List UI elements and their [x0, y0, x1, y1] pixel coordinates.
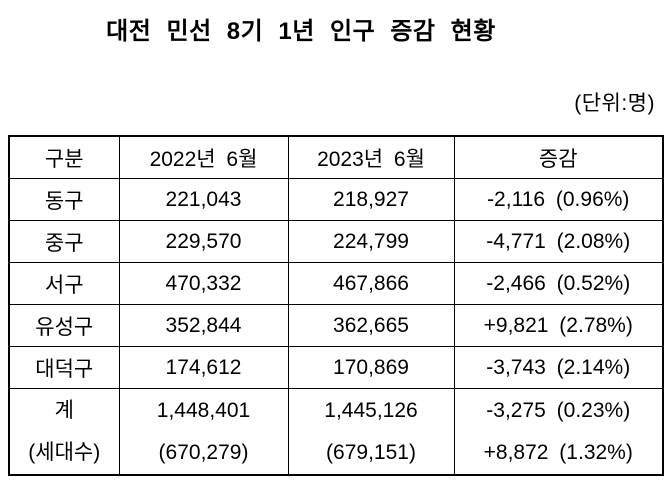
total-2022-population: 1,448,401	[156, 398, 251, 422]
district-cell: 중구	[8, 220, 120, 263]
total-population-2022-cell: 1,448,401 (670,279)	[118, 388, 289, 476]
population-table: 구분 2022년 6월 2023년 6월 증감 동구 221,043 218,9…	[8, 135, 664, 476]
change-cell: -3,743 (2.14%)	[453, 346, 664, 389]
population-2023-cell: 224,799	[287, 220, 455, 263]
header-row: 구분 2022년 6월 2023년 6월 증감	[8, 135, 664, 179]
population-2023-cell: 218,927	[287, 178, 455, 221]
population-2023-cell: 170,869	[287, 346, 455, 389]
table-row-seogu: 서구 470,332 467,866 -2,466 (0.52%)	[8, 262, 664, 305]
population-2022-cell: 352,844	[118, 304, 289, 347]
district-cell: 서구	[8, 262, 120, 305]
total-change-cell: -3,275 (0.23%) +8,872 (1.32%)	[453, 388, 664, 476]
population-2022-cell: 470,332	[118, 262, 289, 305]
population-2023-cell: 467,866	[287, 262, 455, 305]
table-row-junggu: 중구 229,570 224,799 -4,771 (2.08%)	[8, 220, 664, 263]
population-2022-cell: 229,570	[118, 220, 289, 263]
table-row-daedeokgu: 대덕구 174,612 170,869 -3,743 (2.14%)	[8, 346, 664, 389]
population-2022-cell: 174,612	[118, 346, 289, 389]
page-title: 대전 민선 8기 1년 인구 증감 현황	[106, 18, 496, 45]
population-2022-cell: 221,043	[118, 178, 289, 221]
total-label-line1: 계	[54, 398, 74, 422]
district-cell: 유성구	[8, 304, 120, 347]
header-category: 구분	[8, 135, 120, 179]
header-2022-june: 2022년 6월	[118, 135, 289, 179]
change-cell: +9,821 (2.78%)	[453, 304, 664, 347]
total-2022-households: (670,279)	[158, 440, 249, 464]
header-2023-june: 2023년 6월	[287, 135, 455, 179]
table-row-donggu: 동구 221,043 218,927 -2,116 (0.96%)	[8, 178, 664, 221]
total-2023-households: (679,151)	[326, 440, 416, 464]
table-row-yuseonggu: 유성구 352,844 362,665 +9,821 (2.78%)	[8, 304, 664, 347]
header-change: 증감	[453, 135, 664, 179]
total-2023-population: 1,445,126	[324, 398, 418, 422]
district-cell: 대덕구	[8, 346, 120, 389]
total-households-change: +8,872 (1.32%)	[483, 440, 633, 464]
district-cell: 동구	[8, 178, 120, 221]
total-population-change: -3,275 (0.23%)	[486, 398, 631, 422]
total-row: 계 (세대수) 1,448,401 (670,279) 1,445,126 (6…	[8, 388, 664, 476]
unit-label: (단위:명)	[574, 92, 655, 115]
change-cell: -2,116 (0.96%)	[453, 178, 664, 221]
total-label-line2: (세대수)	[28, 440, 101, 464]
change-cell: -2,466 (0.52%)	[453, 262, 664, 305]
change-cell: -4,771 (2.08%)	[453, 220, 664, 263]
total-population-2023-cell: 1,445,126 (679,151)	[287, 388, 455, 476]
total-label-cell: 계 (세대수)	[8, 388, 120, 476]
population-2023-cell: 362,665	[287, 304, 455, 347]
